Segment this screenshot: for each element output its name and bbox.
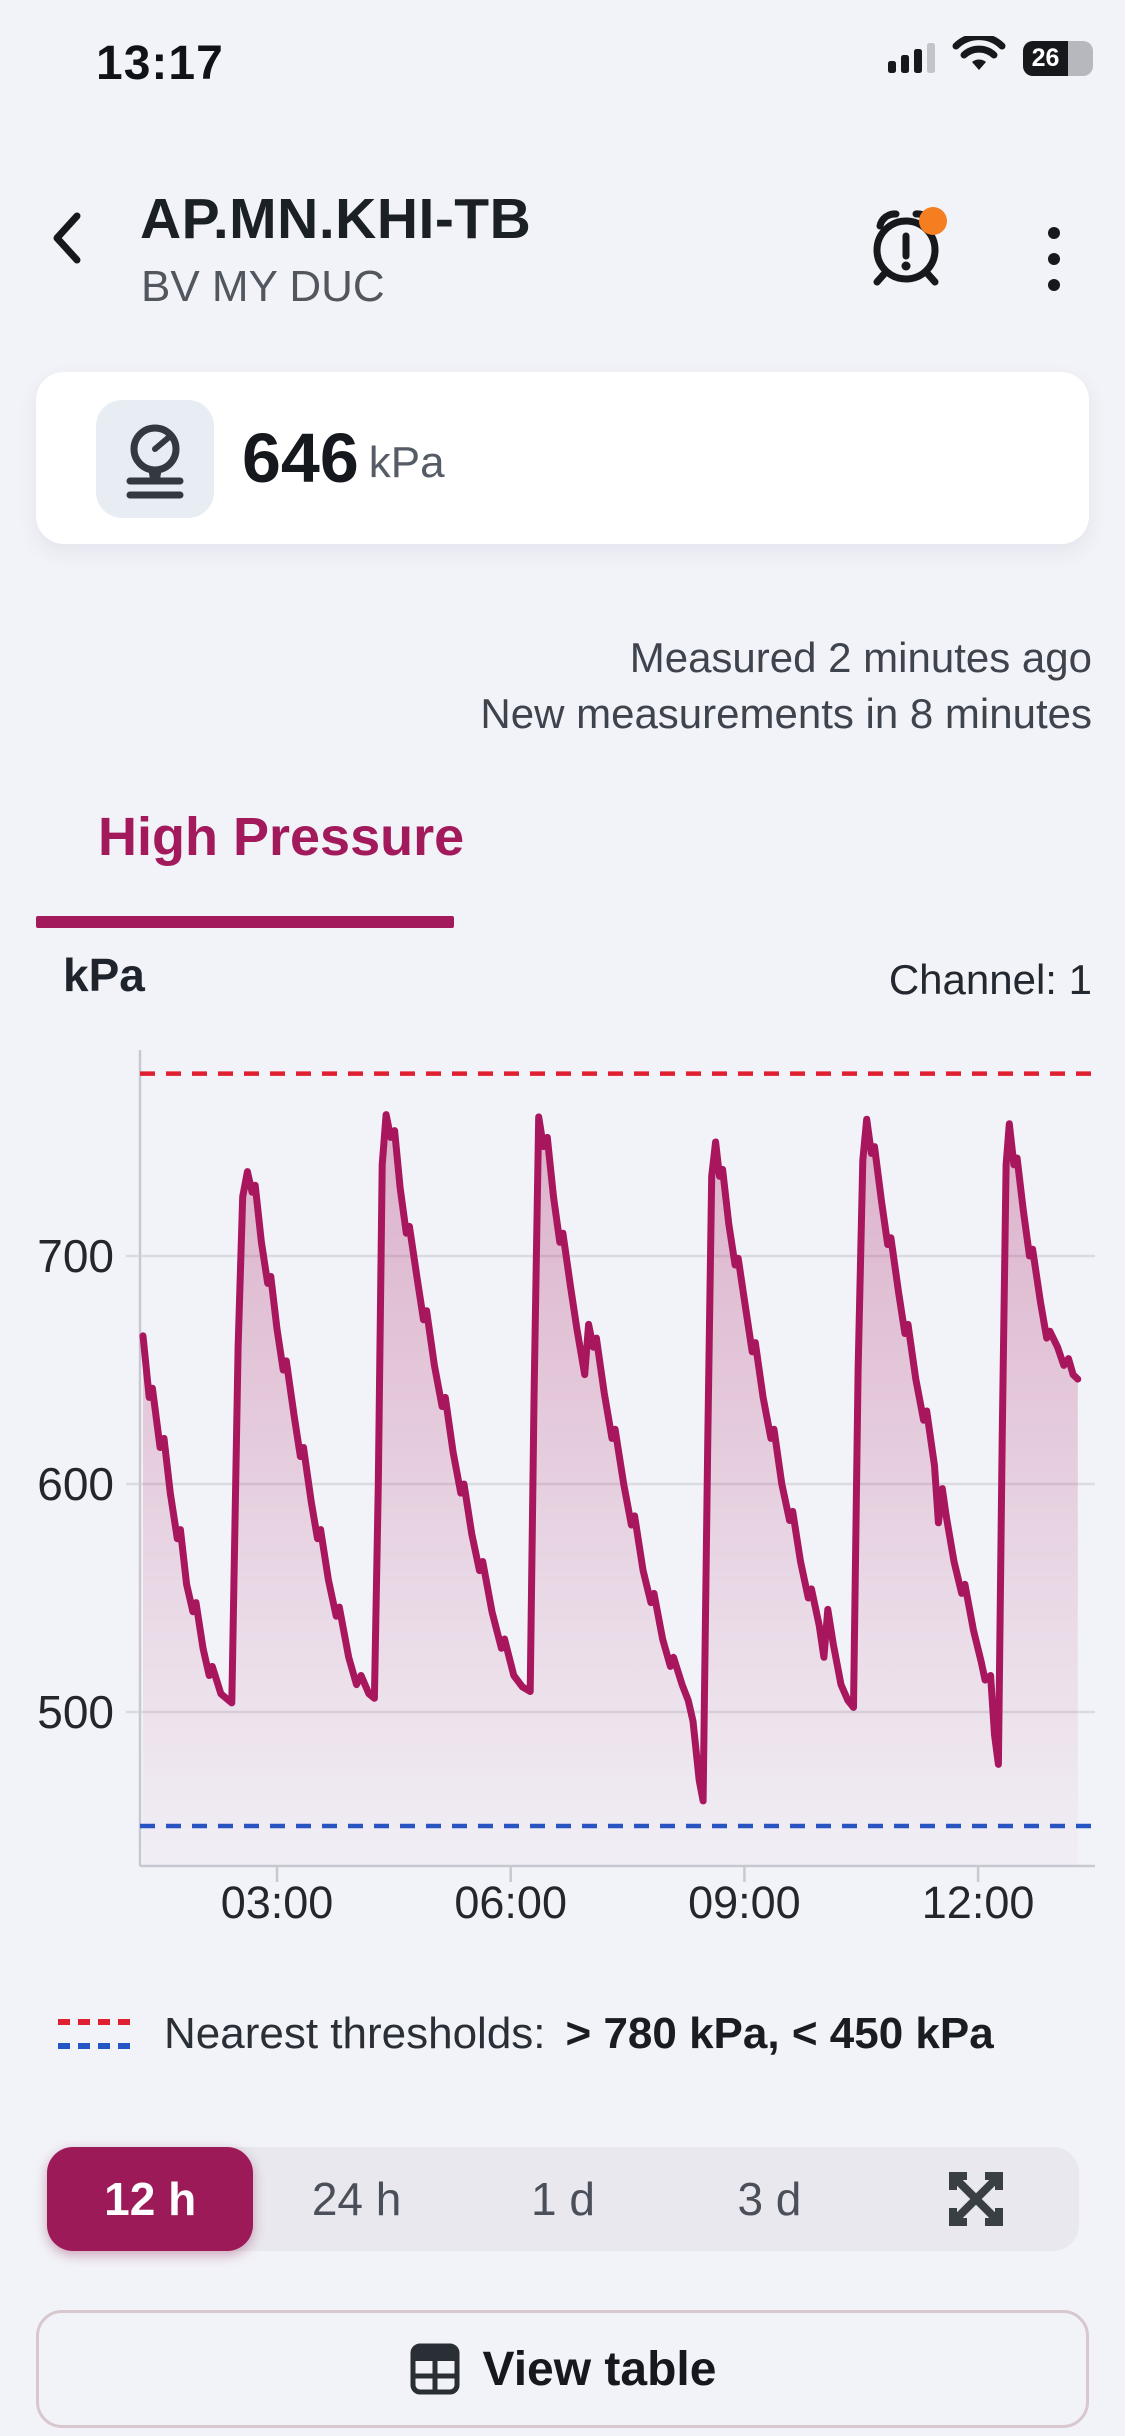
kebab-dot bbox=[1048, 227, 1060, 239]
cellular-signal-icon bbox=[888, 43, 935, 73]
svg-text:500: 500 bbox=[37, 1686, 114, 1738]
view-table-label: View table bbox=[482, 2342, 717, 2396]
pressure-unit: kPa bbox=[368, 438, 445, 487]
tab-high-pressure[interactable]: High Pressure bbox=[98, 807, 465, 867]
svg-text:700: 700 bbox=[37, 1230, 114, 1282]
chart-unit-label: kPa bbox=[63, 949, 145, 1001]
pressure-gauge-icon bbox=[126, 424, 184, 499]
alarm-badge bbox=[919, 207, 947, 235]
svg-text:12:00: 12:00 bbox=[922, 1877, 1035, 1928]
battery-icon: 26 bbox=[1023, 40, 1093, 76]
range-1d-button[interactable]: 1 d bbox=[531, 2173, 595, 2225]
chevron-left-icon bbox=[53, 212, 81, 264]
wifi-icon bbox=[951, 32, 1007, 81]
tab-underline bbox=[36, 916, 454, 928]
page-subtitle: BV MY DUC bbox=[141, 262, 385, 311]
thresholds-legend: Nearest thresholds: > 780 kPa, < 450 kPa bbox=[58, 2004, 994, 2064]
overflow-menu-button[interactable] bbox=[1026, 214, 1082, 304]
back-button[interactable] bbox=[38, 206, 94, 270]
thresholds-value: > 780 kPa, < 450 kPa bbox=[565, 2009, 994, 2058]
expand-icon bbox=[948, 2172, 1003, 2226]
gauge-chip bbox=[96, 400, 214, 518]
table-icon bbox=[410, 2343, 460, 2395]
measurement-status: Measured 2 minutes ago New measurements … bbox=[480, 630, 1092, 742]
battery-percent: 26 bbox=[1023, 40, 1068, 76]
expand-chart-button[interactable] bbox=[873, 2147, 1079, 2251]
svg-text:600: 600 bbox=[37, 1458, 114, 1510]
range-12h-button[interactable]: 12 h bbox=[47, 2147, 254, 2251]
status-icons: 26 bbox=[888, 32, 1093, 81]
kebab-dot bbox=[1048, 279, 1060, 291]
view-table-button[interactable]: View table bbox=[36, 2310, 1089, 2428]
next-measurement-text: New measurements in 8 minutes bbox=[480, 690, 1092, 737]
range-3d-button[interactable]: 3 d bbox=[737, 2173, 802, 2225]
svg-text:03:00: 03:00 bbox=[221, 1877, 334, 1928]
svg-text:09:00: 09:00 bbox=[688, 1877, 801, 1928]
thresholds-legend-icon bbox=[58, 2017, 130, 2051]
current-reading-card: 646 kPa bbox=[36, 372, 1089, 544]
status-bar: 13:17 26 bbox=[0, 0, 1125, 120]
measured-ago-text: Measured 2 minutes ago bbox=[629, 634, 1092, 681]
channel-label: Channel: 1 bbox=[888, 956, 1092, 1003]
alarm-button[interactable] bbox=[858, 200, 954, 296]
svg-text:06:00: 06:00 bbox=[454, 1877, 567, 1928]
pressure-chart[interactable]: 700 600 500 03:00 06:00 09:00 12:00 bbox=[0, 1020, 1125, 1930]
range-24h-button[interactable]: 24 h bbox=[311, 2173, 402, 2225]
page-title: AP.MN.KHI-TB bbox=[140, 187, 532, 251]
status-time: 13:17 bbox=[96, 37, 224, 90]
kebab-dot bbox=[1048, 253, 1060, 265]
thresholds-label: Nearest thresholds: bbox=[164, 2009, 546, 2058]
pressure-value: 646 bbox=[242, 419, 359, 497]
time-range-selector: 12 h 24 h 1 d 3 d bbox=[47, 2147, 1079, 2251]
